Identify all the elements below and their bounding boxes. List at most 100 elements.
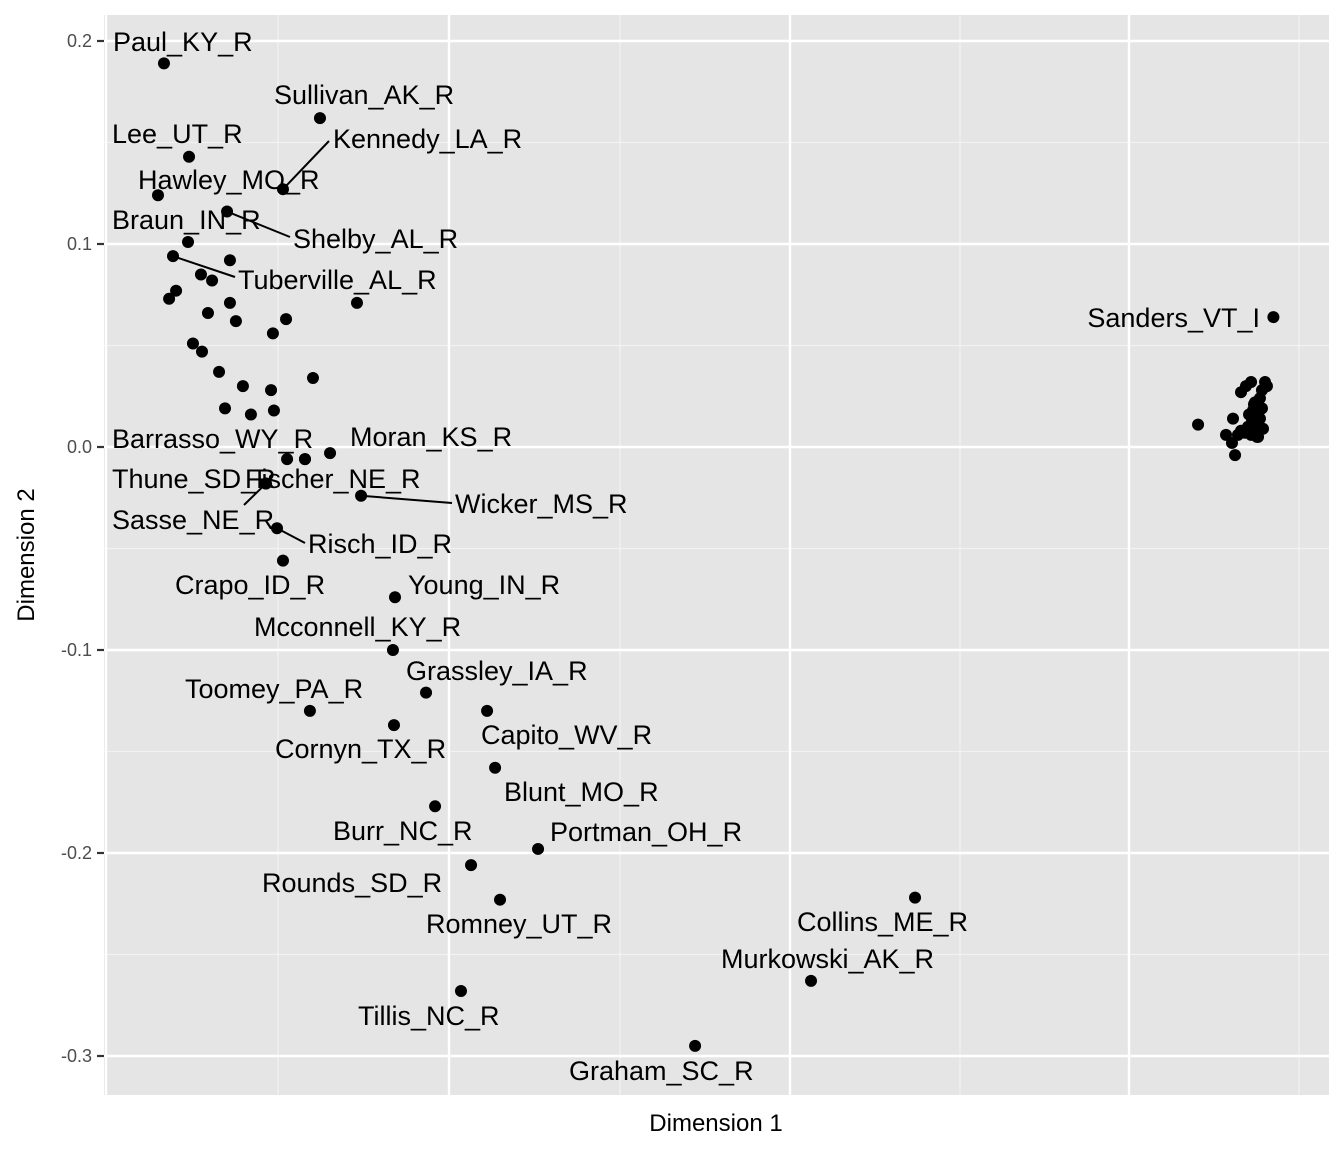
data-point [689, 1039, 702, 1052]
data-point [213, 365, 226, 378]
point-label: Moran_KS_R [350, 422, 512, 452]
data-point [223, 254, 236, 267]
data-point [532, 842, 545, 855]
data-point [387, 719, 400, 732]
point-label: Sanders_VT_I [1087, 303, 1260, 333]
data-point [465, 859, 478, 872]
data-point [221, 205, 234, 218]
point-label: Romney_UT_R [426, 909, 612, 939]
leader-line [282, 140, 330, 190]
point-label: Fischer_NE_R [245, 464, 421, 494]
data-point [1231, 428, 1244, 441]
data-point [183, 150, 196, 163]
y-tick-label: 0.0 [67, 437, 92, 457]
point-label: Risch_ID_R [308, 529, 452, 559]
data-point [244, 408, 257, 421]
leader-line [360, 494, 453, 504]
y-tick-label: 0.1 [67, 234, 92, 254]
data-point [186, 337, 199, 350]
data-point [152, 189, 165, 202]
data-point [324, 447, 337, 460]
data-point [206, 274, 219, 287]
plot-panel [104, 15, 1329, 1095]
point-label: Sasse_NE_R [112, 505, 274, 535]
point-label: Toomey_PA_R [185, 674, 363, 704]
data-point [167, 250, 180, 263]
data-point [280, 313, 293, 326]
point-label: Wicker_MS_R [455, 489, 628, 519]
point-label: Thune_SD_R [112, 464, 276, 494]
data-point [494, 893, 507, 906]
y-axis: 0.2 0.1 0.0 -0.1 -0.2 -0.3 [61, 31, 104, 1066]
data-point [420, 686, 433, 699]
point-label: Burr_NC_R [333, 816, 473, 846]
data-point [163, 292, 176, 305]
data-point [298, 453, 311, 466]
data-point [1267, 311, 1280, 324]
y-tick-label: -0.2 [61, 843, 92, 863]
data-point [429, 800, 442, 813]
data-point [276, 554, 289, 567]
point-label: Braun_IN_R [112, 205, 261, 235]
y-tick-label: 0.2 [67, 31, 92, 51]
point-label: Cornyn_TX_R [275, 734, 446, 764]
data-point [909, 891, 922, 904]
data-point [157, 57, 170, 70]
point-label: Kennedy_LA_R [333, 124, 522, 154]
point-label: Paul_KY_R [113, 27, 253, 57]
data-point [236, 380, 249, 393]
point-label: Tuberville_AL_R [238, 265, 437, 295]
data-point [271, 522, 284, 535]
data-point [1192, 418, 1205, 431]
point-label: Grassley_IA_R [406, 656, 588, 686]
data-point [489, 761, 502, 774]
y-axis-title: Dimension 2 [13, 488, 40, 621]
point-label: Barrasso_WY_R [112, 424, 313, 454]
data-point [201, 307, 214, 320]
data-point [1245, 376, 1258, 389]
y-tick-label: -0.1 [61, 640, 92, 660]
data-point [306, 371, 319, 384]
point-label: Crapo_ID_R [175, 570, 325, 600]
data-point [1229, 449, 1242, 462]
data-point [182, 235, 195, 248]
data-point [265, 384, 278, 397]
point-label: Shelby_AL_R [293, 224, 458, 254]
data-point [355, 489, 368, 502]
label-leader-lines [172, 140, 453, 544]
point-labels: Paul_KY_R Sullivan_AK_R Lee_UT_R Kennedy_LA… [112, 27, 1260, 1086]
point-label: Rounds_SD_R [262, 868, 442, 898]
point-label: Young_IN_R [408, 570, 560, 600]
data-point [481, 704, 494, 717]
point-label: Murkowski_AK_R [721, 944, 934, 974]
point-label: Tillis_NC_R [358, 1001, 500, 1031]
data-point [1251, 422, 1264, 435]
data-point [454, 985, 467, 998]
x-axis-title: Dimension 1 [649, 1110, 782, 1137]
data-point [388, 591, 401, 604]
leader-line [172, 255, 236, 278]
data-point [313, 112, 326, 125]
point-label: Collins_ME_R [797, 907, 968, 937]
data-point [1260, 380, 1273, 393]
data-points [152, 57, 1280, 1052]
data-point [350, 296, 363, 309]
data-point [195, 345, 208, 358]
data-point [170, 284, 183, 297]
data-point [281, 453, 294, 466]
gridlines [104, 15, 1329, 1095]
point-label: Hawley_MO_R [138, 165, 320, 195]
point-label: Sullivan_AK_R [274, 80, 454, 110]
point-label: Blunt_MO_R [504, 777, 659, 807]
data-point [223, 296, 236, 309]
data-point [229, 315, 242, 328]
point-label: Lee_UT_R [112, 119, 243, 149]
data-point [805, 974, 818, 987]
point-label: Mcconnell_KY_R [254, 612, 461, 642]
y-tick-label: -0.3 [61, 1046, 92, 1066]
data-point [386, 644, 399, 656]
data-point [1248, 396, 1261, 409]
point-label: Graham_SC_R [569, 1056, 754, 1086]
data-point [276, 183, 289, 196]
